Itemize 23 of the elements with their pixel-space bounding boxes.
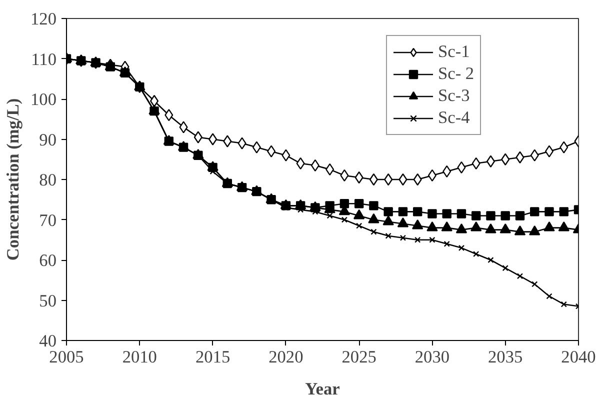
x-tick-label: 2015 <box>195 348 230 366</box>
x-tick-label: 2025 <box>342 348 376 366</box>
y-tick-label: 110 <box>31 50 57 69</box>
legend-label: Sc-1 <box>438 42 470 62</box>
y-tick-label: 70 <box>39 210 56 230</box>
x-tick-label: 2010 <box>122 348 157 366</box>
y-axis-title: Concentration (mg/L) <box>4 98 23 261</box>
y-tick-label: 50 <box>39 291 56 310</box>
x-tick-label: 2030 <box>414 348 450 366</box>
y-tick-label: 120 <box>30 10 57 28</box>
legend-label: Sc-3 <box>438 86 470 106</box>
y-tick-label: 100 <box>30 90 57 109</box>
x-tick-label: 2035 <box>488 348 523 366</box>
y-tick-label: 60 <box>39 251 56 270</box>
x-tick-label: 2005 <box>49 348 84 366</box>
x-axis-title: Year <box>305 380 340 398</box>
legend-label: Sc- 2 <box>438 64 474 84</box>
legend-label: Sc-4 <box>438 108 470 128</box>
y-tick-label: 40 <box>39 332 56 350</box>
x-tick-label: 2020 <box>268 348 304 366</box>
y-tick-label: 80 <box>39 170 56 190</box>
x-tick-label: 2040 <box>561 348 596 366</box>
y-tick-label: 90 <box>39 130 56 150</box>
